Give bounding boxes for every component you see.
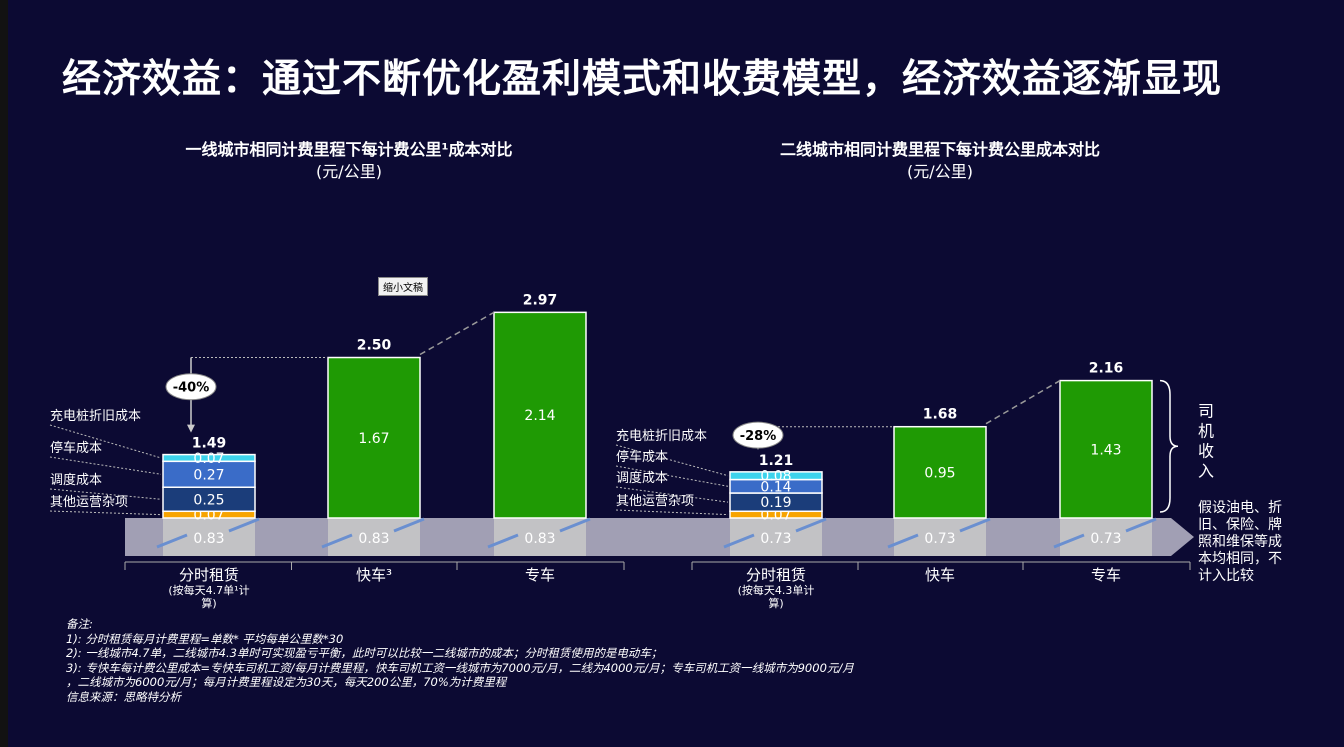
income-bar-left-1 xyxy=(493,311,587,519)
income-value-label-right-0: 0.95 xyxy=(924,465,955,481)
driver-income-brace xyxy=(1159,379,1179,513)
growth-connector-left xyxy=(419,311,495,356)
stack-value-label-right-2: 0.14 xyxy=(760,479,791,495)
axis-break-a-right-1 xyxy=(887,533,919,549)
stack-value-label-right-3: 0.08 xyxy=(760,469,791,485)
base-value-label-left-2: 0.83 xyxy=(524,531,555,547)
total-label-right-2: 2.16 xyxy=(1089,361,1124,377)
income-bar-left-0 xyxy=(327,356,421,519)
axis-break-a-left-2 xyxy=(487,533,519,549)
page-title: 经济效益：通过不断优化盈利模式和收费模型，经济效益逐渐显现 xyxy=(62,57,1223,102)
stack-category-label-right-1: 停车成本 xyxy=(616,449,668,465)
category-label-right-0: 分时租赁 xyxy=(746,566,806,584)
category-label-left-1: 快车³ xyxy=(356,566,392,584)
stack-leader-right-2 xyxy=(615,486,729,503)
category-note-line1-right-0: (按每天4.3单计 xyxy=(738,583,815,597)
stack-category-label-left-0: 充电桩折旧成本 xyxy=(50,408,141,424)
income-value-label-left-0: 1.67 xyxy=(358,431,389,447)
axis-break-b-left-1 xyxy=(393,517,425,533)
notes: 备注: 1): 分时租赁每月计费里程=单数* 平均每单公里数*30 2): 一线… xyxy=(66,617,854,704)
reduction-label-right: -28% xyxy=(740,429,777,444)
note-1: 1): 分时租赁每月计费里程=单数* 平均每单公里数*30 xyxy=(66,631,344,646)
income-value-label-right-1: 1.43 xyxy=(1090,442,1121,458)
income-bar-right-1 xyxy=(1059,379,1153,519)
axis-break-b-right-0 xyxy=(795,517,827,533)
stack-leader-right-1 xyxy=(615,465,729,487)
note-2: 2): 一线城市4.7单，二线城市4.3单时可实现盈亏平衡，此时可以比较一二线城… xyxy=(66,646,663,660)
base-value-label-right-2: 0.73 xyxy=(1090,531,1121,547)
slide: 经济效益：通过不断优化盈利模式和收费模型，经济效益逐渐显现 一线城市相同计费里程… xyxy=(8,0,1344,747)
stack-leader-left-3 xyxy=(49,510,162,516)
income-bar-right-0 xyxy=(893,425,987,519)
base-value-label-left-0: 0.83 xyxy=(193,531,224,547)
stack-category-label-left-2: 调度成本 xyxy=(50,472,102,488)
base-value-label-right-1: 0.73 xyxy=(924,531,955,547)
total-label-right-1: 1.68 xyxy=(923,407,958,423)
stack-category-label-left-3: 其他运营杂项 xyxy=(50,495,128,510)
base-cost-arrow xyxy=(125,518,1194,556)
income-value-label-left-1: 2.14 xyxy=(524,408,555,424)
total-label-left-1: 2.50 xyxy=(357,338,392,354)
axis-break-a-right-2 xyxy=(1053,533,1085,549)
stack-value-label-left-1: 0.25 xyxy=(193,492,224,508)
total-label-left-2: 2.97 xyxy=(523,292,558,308)
stack-category-label-right-3: 其他运营杂项 xyxy=(616,494,694,509)
axis-break-b-right-2 xyxy=(1125,517,1157,533)
chart-left-title: 一线城市相同计费里程下每计费公里¹成本对比 xyxy=(185,140,513,159)
stack-category-label-right-2: 调度成本 xyxy=(616,470,668,486)
chart-left-unit: (元/公里) xyxy=(316,162,382,181)
reduction-arrowhead-left xyxy=(187,424,195,433)
notes-heading: 备注: xyxy=(66,617,93,631)
category-label-right-2: 专车 xyxy=(1091,566,1121,584)
reduction-label-left: -40% xyxy=(173,381,210,396)
stack-category-label-left-1: 停车成本 xyxy=(50,440,102,456)
axis-break-a-right-0 xyxy=(723,533,755,549)
stack-segment-right-3 xyxy=(729,471,823,481)
note-3: 3): 专快车每计费公里成本=专快车司机工资/每月计费里程，快车司机工资一线城市… xyxy=(66,660,854,675)
stack-value-label-left-2: 0.27 xyxy=(193,467,224,483)
category-note-line2-left-0: 算) xyxy=(201,596,216,610)
stack-leader-right-0 xyxy=(615,444,729,477)
chart-svg: 0.83 0.83 0.830.070.250.270.071.49充电桩折旧成本停… xyxy=(49,292,1282,610)
axis-break-a-left-0 xyxy=(156,533,188,549)
base-value-label-left-1: 0.83 xyxy=(358,531,389,547)
note-3-cont: ，二线城市为6000元/月；每月计费里程设定为30天，每天200公里，70%为计… xyxy=(66,675,507,689)
chart-right-title: 二线城市相同计费里程下每计费公里成本对比 xyxy=(779,140,1101,159)
base-cost-note: 假设油电、折旧、保险、牌照和维保等成本均相同，不计入比较 xyxy=(1198,500,1282,584)
category-note-line1-left-0: (按每天4.7单¹计 xyxy=(168,583,249,597)
stack-segment-left-3 xyxy=(162,453,256,463)
stack-category-label-right-0: 充电桩折旧成本 xyxy=(616,428,707,444)
stack-leader-right-3 xyxy=(615,509,729,516)
stack-segment-left-1 xyxy=(162,486,256,513)
axis-break-b-left-2 xyxy=(559,517,591,533)
driver-income-label: 司机收入 xyxy=(1198,401,1214,480)
total-label-left-0: 1.49 xyxy=(192,436,227,452)
chart-right-unit: (元/公里) xyxy=(907,162,973,181)
axis-break-b-right-1 xyxy=(959,517,991,533)
reduction-bubble-left xyxy=(165,373,217,401)
reduction-bubble-right xyxy=(732,421,784,449)
category-note-line2-right-0: 算) xyxy=(768,596,783,610)
source-note: 信息来源：思略特分析 xyxy=(66,689,181,704)
category-label-left-0: 分时租赁 xyxy=(179,566,239,584)
tooltip: 缩小文稿 xyxy=(378,277,428,296)
stack-leader-left-2 xyxy=(49,488,162,500)
axis-break-a-left-1 xyxy=(321,533,353,549)
stack-value-label-left-3: 0.07 xyxy=(193,451,224,467)
stack-value-label-right-1: 0.19 xyxy=(760,495,791,511)
base-value-label-right-0: 0.73 xyxy=(760,531,791,547)
axis-break-b-left-0 xyxy=(228,517,260,533)
growth-connector-right xyxy=(985,379,1061,425)
stack-leader-left-0 xyxy=(49,424,162,459)
total-label-right-0: 1.21 xyxy=(759,453,794,469)
category-label-right-1: 快车 xyxy=(925,566,955,584)
category-label-left-2: 专车 xyxy=(525,566,555,584)
stack-leader-left-1 xyxy=(49,456,162,475)
